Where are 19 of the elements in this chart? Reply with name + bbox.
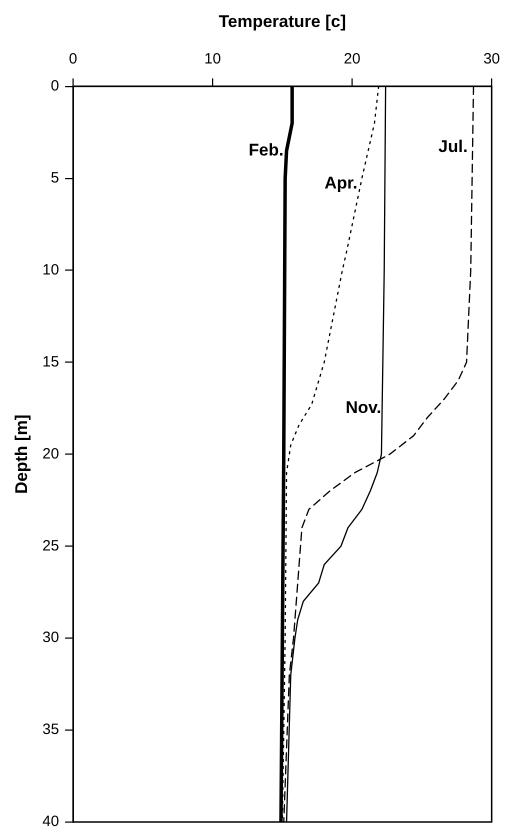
y-tick-label: 0 bbox=[50, 78, 60, 95]
y-tick-label: 40 bbox=[42, 813, 60, 830]
y-tick-label: 15 bbox=[42, 353, 60, 370]
x-tick-label: 10 bbox=[204, 50, 221, 68]
x-axis-title: Temperature [c] bbox=[218, 12, 346, 31]
y-tick-label: 30 bbox=[42, 629, 60, 646]
y-tick-label: 5 bbox=[50, 169, 60, 186]
y-tick-label: 10 bbox=[42, 261, 60, 278]
y-tick-label: 20 bbox=[42, 445, 60, 462]
annotation: Apr. bbox=[324, 174, 358, 193]
y-tick-label: 35 bbox=[42, 721, 60, 738]
annotation: Feb. bbox=[248, 140, 284, 160]
x-tick-label: 0 bbox=[68, 50, 78, 68]
x-tick-label: 30 bbox=[483, 50, 500, 68]
annotation: Nov. bbox=[346, 398, 382, 417]
x-tick-label: 20 bbox=[344, 50, 360, 68]
annotation: Jul. bbox=[438, 136, 468, 156]
y-tick-label: 25 bbox=[42, 537, 60, 554]
y-axis-title: Depth [m] bbox=[12, 414, 31, 494]
